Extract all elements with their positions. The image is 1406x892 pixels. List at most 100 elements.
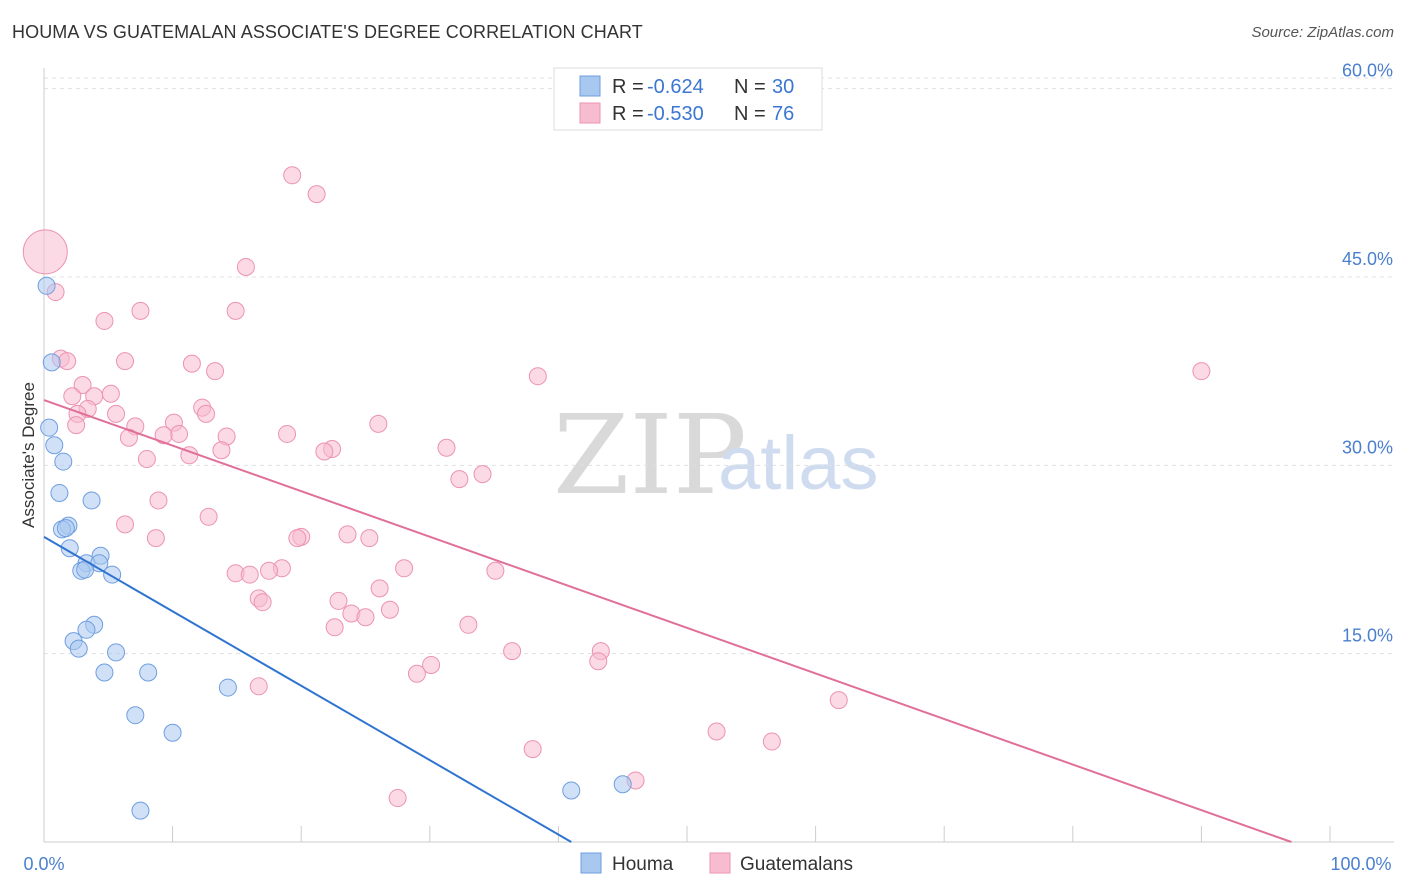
houma-point-9 <box>56 519 75 538</box>
guatemalans-point-0 <box>22 229 68 275</box>
guatemalans-point-71 <box>707 722 726 741</box>
houma-point-0 <box>37 276 56 295</box>
chart-title: HOUMA VS GUATEMALAN ASSOCIATE'S DEGREE C… <box>12 22 643 42</box>
guatemalans-point-11 <box>182 354 201 373</box>
legend-r-label-guatemalans: R = <box>612 103 644 125</box>
houma-point-23 <box>139 663 158 682</box>
guatemalans-point-33 <box>437 438 456 457</box>
houma-points <box>37 276 632 820</box>
guatemalans-point-66 <box>589 652 608 671</box>
guatemalans-point-27 <box>369 414 388 433</box>
series-swatch-guatemalans <box>709 852 731 874</box>
guatemalans-point-26 <box>67 416 86 435</box>
guatemalans-point-30 <box>278 424 297 443</box>
y-tick-label-45: 45.0% <box>1342 249 1393 269</box>
y-tick-labels: 15.0% 30.0% 45.0% 60.0% <box>1342 61 1393 646</box>
legend-swatch-guatemalans <box>579 102 601 124</box>
houma-point-2 <box>40 418 59 437</box>
guatemalans-point-6 <box>131 301 150 320</box>
guatemalans-point-69 <box>249 677 268 696</box>
guatemalans-point-39 <box>473 465 492 484</box>
guatemalans-point-7 <box>95 311 114 330</box>
guatemalans-point-16 <box>101 384 120 403</box>
guatemalans-point-35 <box>212 441 231 460</box>
trend-lines <box>43 399 1292 843</box>
guatemalans-point-12 <box>206 362 225 381</box>
houma-point-20 <box>69 639 88 658</box>
houma-point-29 <box>613 775 632 794</box>
guatemalans-point-29 <box>154 426 173 445</box>
guatemalans-point-43 <box>199 507 218 526</box>
houma-point-24 <box>218 678 237 697</box>
guatemalans-point-54 <box>260 561 279 580</box>
houma-point-4 <box>54 452 73 471</box>
guatemalans-point-42 <box>116 515 135 534</box>
guatemalans-point-63 <box>459 615 478 634</box>
guatemalans-point-52 <box>486 561 505 580</box>
guatemalans-point-4 <box>236 257 255 276</box>
houma-point-1 <box>42 353 61 372</box>
watermark-zip: ZIP <box>553 391 747 519</box>
houma-point-22 <box>95 663 114 682</box>
x-ticks <box>172 826 1331 842</box>
guatemalans-point-75 <box>388 789 407 808</box>
legend-r-value-houma: -0.624 <box>647 76 704 98</box>
houma-point-27 <box>131 801 150 820</box>
guatemalans-point-67 <box>422 655 441 674</box>
axes <box>43 68 1394 843</box>
guatemalans-point-55 <box>370 579 389 598</box>
guatemalans-point-44 <box>146 529 165 548</box>
legend-swatch-houma <box>579 75 601 97</box>
x-tick-label-max: 100.0% <box>1330 854 1391 874</box>
houma-point-6 <box>82 491 101 510</box>
guatemalans-point-70 <box>829 691 848 710</box>
guatemalans-point-47 <box>288 529 307 548</box>
houma-point-21 <box>107 643 126 662</box>
houma-point-3 <box>45 436 64 455</box>
guatemalans-point-5 <box>226 301 245 320</box>
houma-point-18 <box>77 620 96 639</box>
guatemalans-point-48 <box>360 529 379 548</box>
guatemalans-point-41 <box>149 491 168 510</box>
y-tick-label-15: 15.0% <box>1342 626 1393 646</box>
guatemalans-point-36 <box>315 442 334 461</box>
guatemalans-point-23 <box>197 404 216 423</box>
guatemalans-point-72 <box>523 740 542 759</box>
y-tick-label-60: 60.0% <box>1342 61 1393 81</box>
legend-n-label-guatemalans: N = <box>734 103 766 125</box>
guatemalans-point-61 <box>356 608 375 627</box>
houma-point-5 <box>50 483 69 502</box>
guatemalans-point-9 <box>58 352 77 371</box>
guatemalans-point-15 <box>73 375 92 394</box>
legend-r-value-guatemalans: -0.530 <box>647 103 704 125</box>
guatemalans-point-73 <box>762 732 781 751</box>
series-label-houma: Houma <box>612 854 674 875</box>
series-swatch-houma <box>580 852 602 874</box>
guatemalans-trend-line <box>43 399 1292 843</box>
guatemalans-point-51 <box>395 559 414 578</box>
guatemalans-point-17 <box>63 387 82 406</box>
guatemalans-point-57 <box>253 593 272 612</box>
legend-n-value-guatemalans: 76 <box>772 103 794 125</box>
guatemalans-point-40 <box>450 470 469 489</box>
x-tick-label-min: 0.0% <box>23 854 64 874</box>
guatemalans-point-14 <box>1192 362 1211 381</box>
guatemalans-point-38 <box>137 450 156 469</box>
guatemalans-point-2 <box>283 166 302 185</box>
guatemalans-point-45 <box>338 525 357 544</box>
y-tick-label-30: 30.0% <box>1342 437 1393 457</box>
houma-point-10 <box>60 539 79 558</box>
guatemalans-point-28 <box>170 424 189 443</box>
houma-point-28 <box>562 781 581 800</box>
legend-r-label-houma: R = <box>612 76 644 98</box>
guatemalans-point-53 <box>240 565 259 584</box>
guatemalans-point-64 <box>503 642 522 661</box>
guatemalans-point-68 <box>407 664 426 683</box>
guatemalans-point-10 <box>116 352 135 371</box>
watermark-atlas: atlas <box>718 421 879 506</box>
guatemalans-points <box>22 166 1211 808</box>
guatemalans-point-13 <box>528 367 547 386</box>
guatemalans-point-22 <box>107 404 126 423</box>
legend-n-label-houma: N = <box>734 76 766 98</box>
